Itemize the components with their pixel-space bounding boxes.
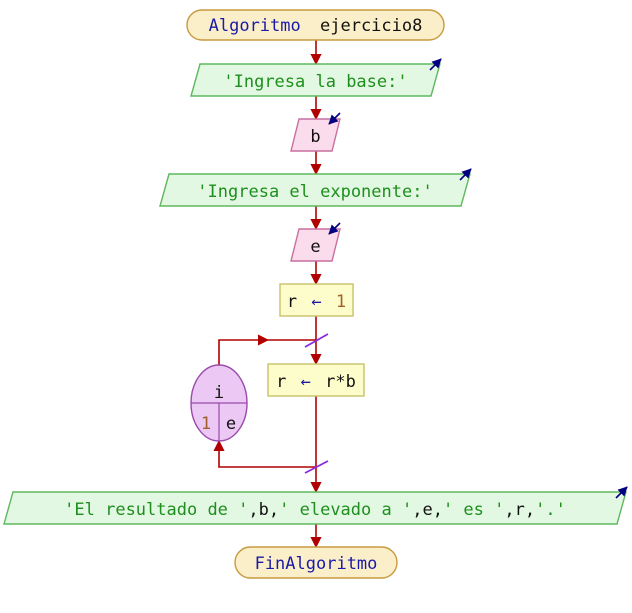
output-resultado: 'El resultado de ',b,' elevado a ',e,' e…: [3, 486, 628, 525]
output-2-text: 'Ingresa el exponente:': [197, 182, 432, 202]
output-indicator-icon: [459, 168, 472, 181]
input-1-var: b: [310, 127, 320, 147]
for-loop-node: i 1 e: [190, 364, 248, 442]
svg-text:r ← 1: r ← 1: [287, 292, 346, 312]
assign-2-target: r: [276, 372, 286, 392]
assign-1-value: 1: [336, 292, 346, 312]
loop-back-lower: [213, 439, 316, 468]
loop-mark-bottom: [304, 460, 329, 474]
svg-text:r ← r*b: r ← r*b: [276, 372, 356, 392]
input-2-var: e: [310, 237, 320, 257]
input-e: e: [290, 222, 341, 262]
input-indicator-icon: [328, 112, 341, 125]
start-keyword: Algoritmo: [209, 16, 301, 36]
assign-arrow-icon: ←: [301, 372, 311, 392]
loop-back-upper: [218, 334, 270, 366]
assign-r-rb: r ← r*b: [267, 363, 365, 397]
end-keyword: FinAlgoritmo: [255, 554, 378, 574]
output-ingresa-base: 'Ingresa la base:': [190, 58, 442, 97]
assign-arrow-icon: ←: [311, 292, 321, 312]
loop-variable: i: [214, 383, 224, 403]
assign-1-target: r: [287, 292, 297, 312]
input-indicator-icon: [328, 222, 341, 235]
loop-mark-top: [304, 333, 329, 348]
output-indicator-icon: [429, 58, 442, 71]
assign-2-value: r*b: [325, 372, 356, 392]
algorithm-name: ejercicio8: [320, 16, 422, 36]
loop-to: e: [226, 414, 236, 434]
assign-r-1: r ← 1: [279, 283, 354, 317]
output-indicator-icon: [615, 486, 628, 499]
output-ingresa-exponente: 'Ingresa el exponente:': [159, 168, 472, 207]
start-terminal: Algoritmo ejercicio8: [186, 9, 445, 41]
end-terminal: FinAlgoritmo: [234, 546, 398, 579]
output-3-text: 'El resultado de ',b,' elevado a ',e,' e…: [64, 500, 566, 520]
output-1-text: 'Ingresa la base:': [223, 72, 407, 92]
input-b: b: [290, 112, 341, 152]
svg-text:Algoritmo ejercicio8: Algoritmo ejercicio8: [209, 16, 423, 36]
loop-from: 1: [201, 414, 211, 434]
